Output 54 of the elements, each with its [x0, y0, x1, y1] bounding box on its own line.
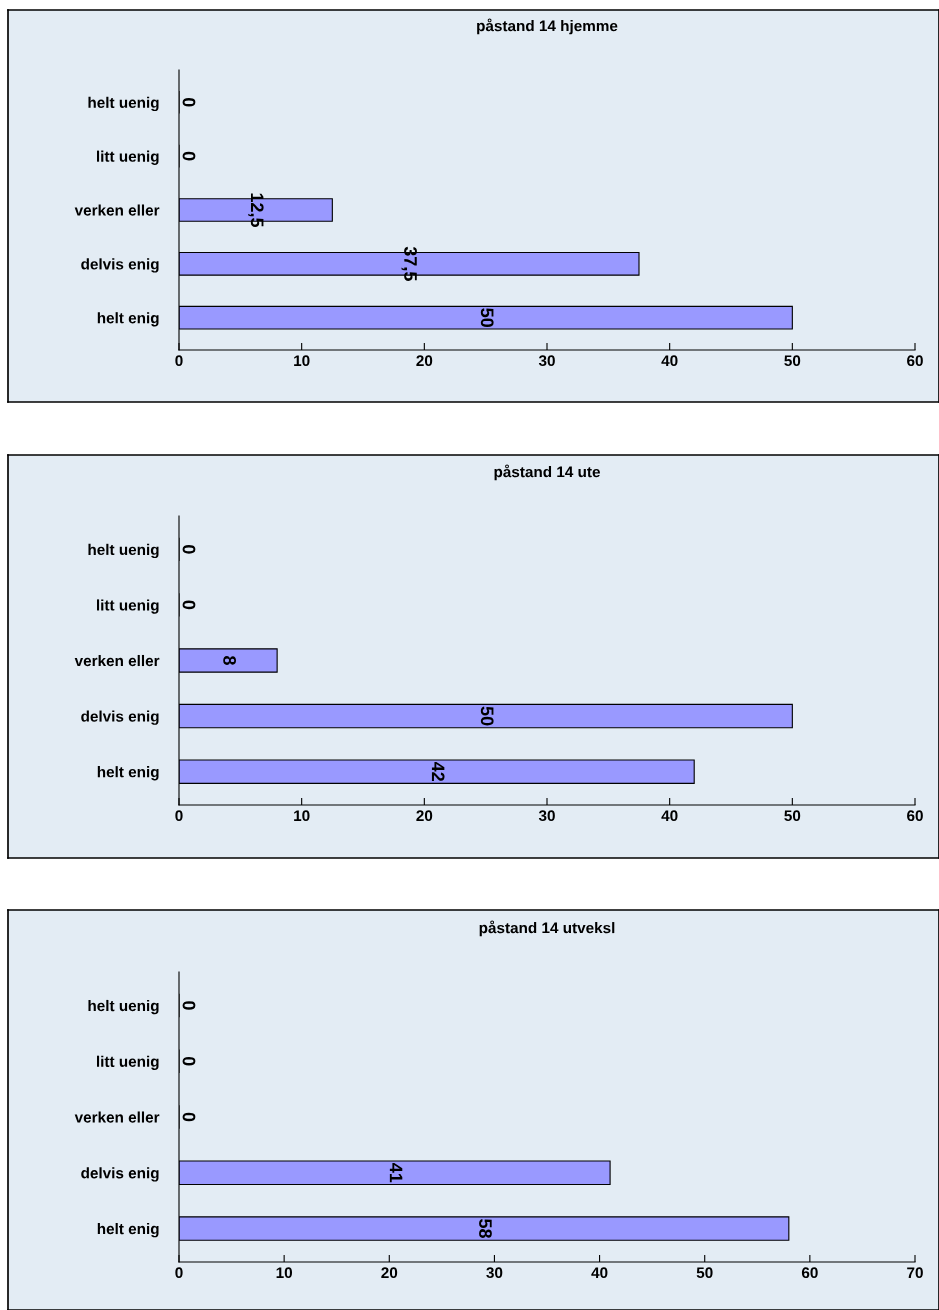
y-tick-label: delvis enig — [81, 710, 159, 725]
x-tick-label: 60 — [907, 810, 923, 822]
x-tick-label: 20 — [416, 810, 433, 822]
x-tick-label: 10 — [294, 355, 310, 367]
y-tick-label: delvis enig — [81, 1167, 159, 1182]
x-tick-label: 30 — [486, 1267, 503, 1279]
y-tick-label: verken eller — [74, 1111, 160, 1123]
y-tick-label: helt uenig — [88, 96, 159, 112]
x-tick-label: 40 — [661, 355, 678, 367]
data-label: 50 — [480, 706, 494, 726]
x-tick-label: 50 — [784, 810, 801, 822]
data-label: 50 — [480, 308, 494, 327]
x-tick-label: 0 — [175, 355, 183, 367]
y-tick-label: helt enig — [97, 312, 159, 327]
x-tick-label: 50 — [696, 1267, 713, 1279]
data-label: 42 — [431, 761, 445, 781]
x-tick-label: 20 — [416, 355, 433, 367]
chart-title: påstand 14 ute — [494, 464, 600, 481]
x-tick-label: 20 — [381, 1267, 398, 1279]
data-label: 0 — [182, 98, 196, 107]
x-tick-label: 70 — [907, 1267, 923, 1279]
y-tick-label: helt uenig — [88, 999, 159, 1015]
y-tick-label: verken eller — [74, 204, 160, 216]
data-label: 8 — [223, 656, 237, 665]
y-tick-label: verken eller — [74, 654, 160, 667]
data-label: 0 — [182, 151, 196, 161]
y-tick-label: litt uenig — [96, 150, 159, 165]
y-tick-label: litt uenig — [96, 1055, 159, 1070]
y-tick-label: helt uenig — [88, 543, 159, 559]
y-tick-label: helt enig — [97, 766, 159, 781]
y-tick-label: litt uenig — [96, 599, 159, 614]
data-label: 58 — [479, 1219, 492, 1239]
data-label: 0 — [182, 1001, 196, 1010]
x-tick-label: 0 — [175, 1267, 183, 1279]
x-tick-label: 40 — [591, 1267, 608, 1279]
data-label: 12,5 — [248, 193, 264, 228]
data-label: 41 — [389, 1163, 403, 1183]
x-tick-label: 10 — [294, 810, 310, 822]
x-tick-label: 0 — [175, 810, 183, 822]
x-tick-label: 60 — [907, 355, 923, 367]
x-tick-label: 40 — [661, 810, 678, 822]
data-label: 0 — [182, 1112, 196, 1122]
y-tick-label: delvis enig — [81, 258, 159, 273]
x-tick-label: 30 — [538, 810, 555, 822]
data-label: 0 — [182, 545, 196, 554]
data-label: 0 — [182, 1056, 196, 1066]
x-tick-label: 60 — [801, 1267, 818, 1279]
chart-title: påstand 14 utveksl — [479, 920, 615, 937]
y-tick-label: helt enig — [97, 1223, 159, 1238]
x-tick-label: 10 — [276, 1267, 293, 1279]
data-label: 0 — [182, 600, 196, 610]
x-tick-label: 30 — [538, 355, 555, 367]
chart-title: påstand 14 hjemme — [477, 18, 618, 35]
x-tick-label: 50 — [784, 355, 801, 367]
